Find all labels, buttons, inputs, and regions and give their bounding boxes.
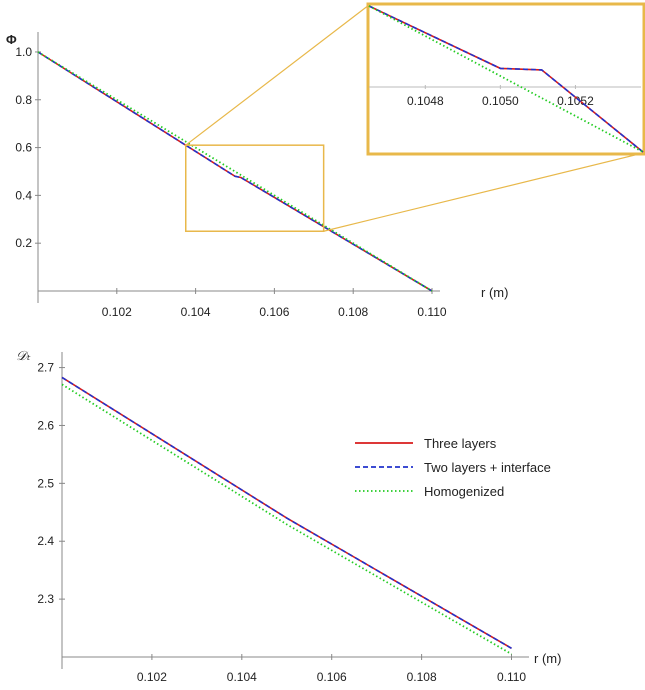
inset-x-tick-label: 0.1052 xyxy=(557,94,594,108)
phi-series-homogenized xyxy=(37,51,433,292)
dt-x-tick-label: 0.106 xyxy=(317,670,347,684)
dt-x-tick-label: 0.102 xyxy=(137,670,167,684)
inset-series-two-layers xyxy=(368,5,644,153)
phi-y-tick-label: 0.8 xyxy=(15,93,32,107)
phi-y-tick-label: 1.0 xyxy=(15,45,32,59)
dt-y-axis-title: 𝒟ₜ xyxy=(16,348,31,363)
phi-axes xyxy=(37,32,440,303)
inset-chart: 0.1048 0.1050 0.1052 xyxy=(366,2,645,156)
legend-label-homogenized: Homogenized xyxy=(424,484,504,499)
phi-x-tick-label: 0.102 xyxy=(102,305,132,319)
inset-x-tick-label: 0.1050 xyxy=(482,94,519,108)
dt-y-tick-label: 2.7 xyxy=(37,361,54,375)
phi-series-two-layers xyxy=(37,51,433,292)
dt-y-tick-label: 2.5 xyxy=(37,476,54,490)
phi-x-tick-label: 0.104 xyxy=(181,305,211,319)
dt-y-tick-label: 2.3 xyxy=(37,592,54,606)
inset-frame xyxy=(366,2,645,156)
legend: Three layers Two layers + interface Homoge… xyxy=(355,436,551,499)
phi-x-tick-label: 0.110 xyxy=(417,305,446,319)
phi-x-axis-title: r (m) xyxy=(481,285,508,300)
legend-label-three-layers: Three layers xyxy=(424,436,497,451)
phi-y-axis-title: Φ xyxy=(6,32,17,47)
phi-y-tick-label: 0.2 xyxy=(15,236,32,250)
zoom-region-box xyxy=(185,144,325,232)
dt-x-tick-label: 0.110 xyxy=(497,670,526,684)
dt-y-tick-label: 2.6 xyxy=(37,418,54,432)
legend-label-two-layers: Two layers + interface xyxy=(424,460,551,475)
dt-series-two-layers xyxy=(61,376,512,649)
dt-series-homogenized xyxy=(61,383,512,655)
dt-axes xyxy=(61,352,529,669)
zoom-connector-bottom xyxy=(323,152,644,232)
phi-zoom-annotation xyxy=(185,4,644,232)
dt-y-tick-label: 2.4 xyxy=(37,534,54,548)
phi-ticks: 0.102 0.104 0.106 0.108 0.110 0.2 0.4 0.6 0.8 1.0 xyxy=(15,45,447,319)
phi-y-tick-label: 0.6 xyxy=(15,141,32,155)
phi-x-tick-label: 0.108 xyxy=(338,305,368,319)
dt-ticks: 0.102 0.104 0.106 0.108 0.110 2.3 2.4 2.5 2.6 2.7 xyxy=(37,361,526,684)
dt-series xyxy=(61,376,512,655)
phi-series xyxy=(37,51,433,292)
inset-series xyxy=(368,5,644,153)
zoom-connector-top xyxy=(185,4,370,146)
dt-x-axis-title: r (m) xyxy=(534,651,561,666)
dt-series-three-layers xyxy=(61,376,512,649)
inset-x-tick-label: 0.1048 xyxy=(407,94,444,108)
phi-x-tick-label: 0.106 xyxy=(259,305,289,319)
dt-chart: 0.102 0.104 0.106 0.108 0.110 2.3 2.4 2.5 2.6 2.7… xyxy=(16,348,561,684)
phi-chart: 0.102 0.104 0.106 0.108 0.110 0.2 0.4 0.6 0.8 1.0… xyxy=(6,4,644,319)
dt-x-tick-label: 0.108 xyxy=(407,670,437,684)
phi-y-tick-label: 0.4 xyxy=(15,188,32,202)
dt-x-tick-label: 0.104 xyxy=(227,670,257,684)
